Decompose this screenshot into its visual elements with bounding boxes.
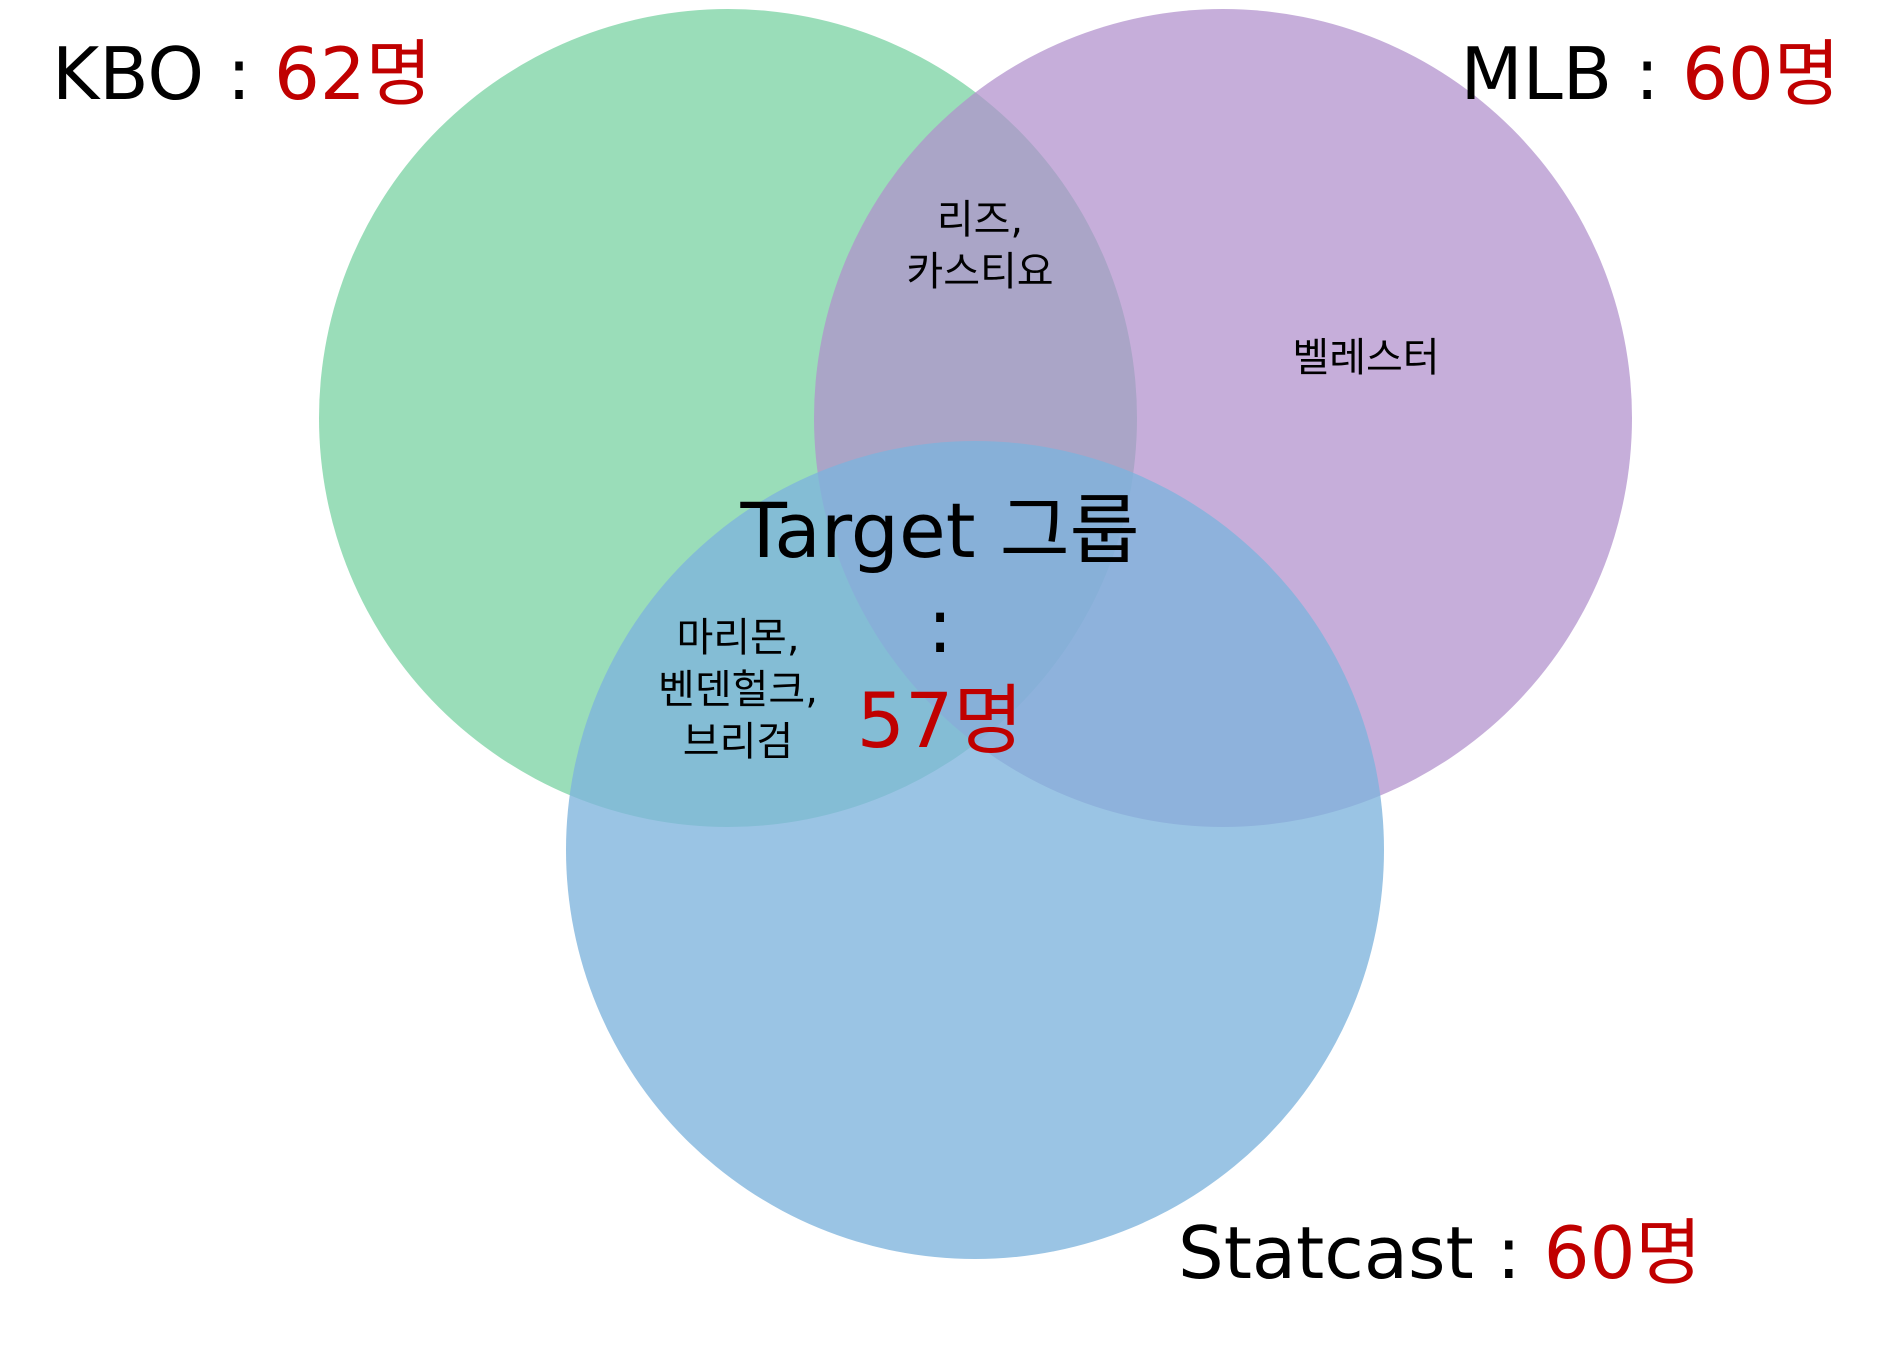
target-group-count-line: : 57명 xyxy=(735,578,1145,768)
region-kbo-statcast: 마리몬, 벤덴헐크, 브리검 xyxy=(628,612,848,768)
set-label-statcast: Statcast : 60명 xyxy=(1178,1217,1702,1289)
region-kbo-mlb-line-1: 리즈, xyxy=(936,197,1024,243)
region-kbo-mlb-line-2: 카스티요 xyxy=(906,249,1054,295)
set-label-mlb: MLB : 60명 xyxy=(1460,38,1840,110)
region-mlb-only-line-1: 벨레스터 xyxy=(1292,335,1440,381)
set-sep-statcast: : xyxy=(1473,1211,1544,1295)
set-label-kbo: KBO : 62명 xyxy=(52,38,432,110)
target-group-name: Target 그룹 xyxy=(740,486,1140,575)
region-kbo-statcast-line-3: 브리검 xyxy=(682,719,794,765)
set-sep-mlb: : xyxy=(1612,32,1683,116)
region-kbo-mlb: 리즈, 카스티요 xyxy=(880,194,1080,298)
region-mlb-only: 벨레스터 xyxy=(1266,332,1466,384)
circle-statcast xyxy=(566,441,1384,1259)
set-count-mlb: 60명 xyxy=(1682,32,1840,116)
set-name-statcast: Statcast xyxy=(1178,1211,1474,1295)
set-name-mlb: MLB xyxy=(1460,32,1613,116)
region-kbo-statcast-line-1: 마리몬, xyxy=(676,615,800,661)
region-kbo-statcast-line-2: 벤덴헐크, xyxy=(658,667,818,713)
set-count-statcast: 60명 xyxy=(1543,1211,1702,1295)
set-sep-kbo: : xyxy=(204,32,275,116)
set-count-kbo: 62명 xyxy=(274,32,432,116)
target-group-count: 57명 xyxy=(856,676,1024,765)
target-group-sep: : xyxy=(927,581,953,670)
set-name-kbo: KBO xyxy=(52,32,205,116)
target-group-label: Target 그룹 : 57명 xyxy=(735,483,1145,768)
